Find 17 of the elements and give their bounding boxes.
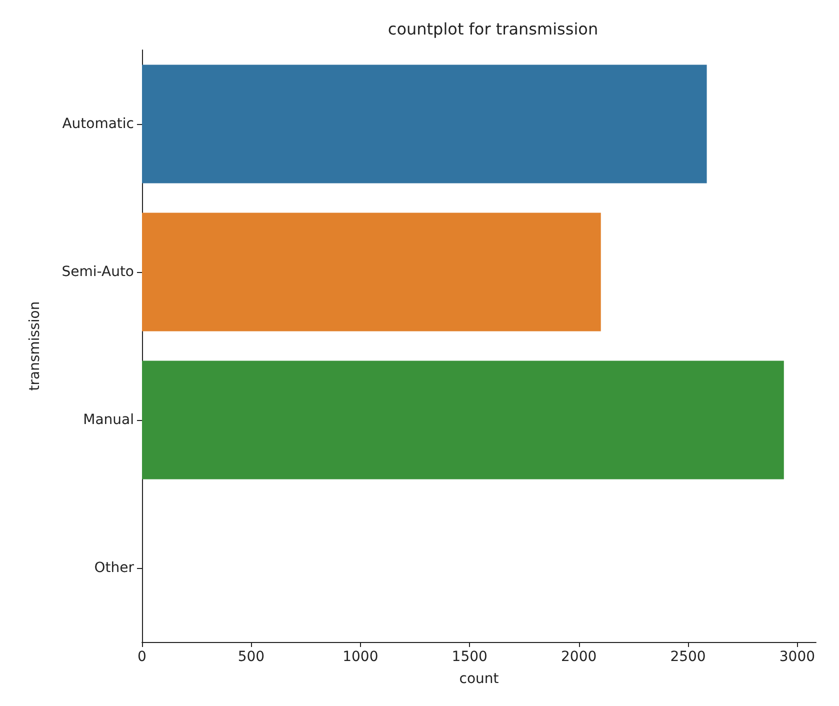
y-tick-label: Other	[94, 560, 134, 576]
bar	[142, 64, 707, 184]
x-tick-label: 0	[138, 649, 146, 665]
y-tick-label: Manual	[83, 412, 134, 428]
x-axis-title: count	[459, 671, 500, 687]
x-tick-label: 2500	[670, 649, 706, 665]
y-axis-title: transmission	[27, 301, 43, 391]
y-tick-label: Automatic	[62, 116, 134, 132]
x-tick-label: 500	[238, 649, 265, 665]
y-tick-label: Semi-Auto	[62, 264, 134, 280]
x-tick-label: 1500	[452, 649, 488, 665]
x-tick-label: 1000	[342, 649, 378, 665]
x-tick-label: 3000	[779, 649, 816, 665]
x-tick-label: 2000	[560, 649, 597, 665]
bar	[142, 360, 784, 480]
chart-title: countplot for transmission	[388, 20, 598, 38]
bar	[142, 212, 601, 332]
